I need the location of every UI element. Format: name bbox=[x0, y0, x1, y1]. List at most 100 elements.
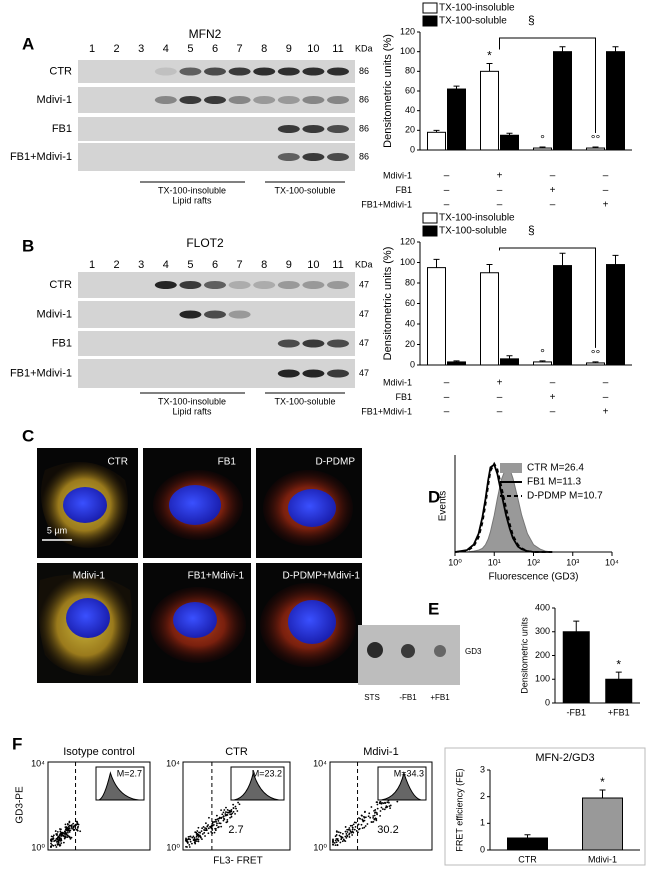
legend-swatch bbox=[422, 225, 438, 237]
panel-letter: A bbox=[22, 34, 34, 53]
scatter-dot bbox=[207, 824, 210, 826]
x-tick-label: Mdivi-1 bbox=[588, 854, 617, 864]
scatter-dot bbox=[373, 811, 376, 814]
scatter-dot bbox=[215, 820, 217, 823]
blot-band bbox=[327, 67, 349, 76]
scatter-dot bbox=[353, 821, 356, 824]
treatment-sign: – bbox=[444, 185, 450, 196]
scatter-dot bbox=[197, 826, 200, 829]
scatter-dot bbox=[383, 808, 386, 811]
panel-letter: F bbox=[12, 734, 22, 753]
blot-spot bbox=[367, 642, 383, 658]
scatter-dot bbox=[56, 840, 59, 843]
blot-band bbox=[327, 125, 349, 133]
axis-label: Fluorescence (GD3) bbox=[488, 572, 578, 583]
scatter-dot bbox=[55, 833, 58, 835]
scatter-dot bbox=[64, 826, 67, 829]
scatter-dot bbox=[204, 835, 206, 837]
annotation: § bbox=[528, 223, 535, 237]
quadrant-value: 30.2 bbox=[377, 824, 398, 836]
scatter-dot bbox=[52, 844, 55, 847]
scatter-title: Isotype control bbox=[63, 746, 135, 758]
scatter-dot bbox=[357, 823, 360, 826]
fraction-label: TX-100-insoluble bbox=[158, 185, 226, 195]
scatter-dot bbox=[65, 833, 68, 836]
scatter-dot bbox=[70, 826, 73, 829]
bar bbox=[553, 265, 572, 366]
blot-band bbox=[277, 67, 300, 76]
blot-band bbox=[302, 339, 325, 348]
bar bbox=[562, 631, 590, 704]
bar bbox=[447, 88, 466, 151]
scatter-tick: 10⁴ bbox=[31, 758, 45, 768]
inset-label: M=2.7 bbox=[117, 768, 142, 778]
scatter-dot bbox=[349, 830, 352, 833]
treatment-sign: – bbox=[444, 378, 450, 389]
scatter-dot bbox=[72, 826, 75, 829]
kda-label: 86 bbox=[359, 123, 369, 133]
scatter-dot bbox=[193, 839, 195, 842]
scatter-dot bbox=[334, 835, 337, 838]
scatter-dot bbox=[50, 845, 52, 848]
blot-band bbox=[327, 96, 349, 104]
scatter-dot bbox=[346, 835, 349, 838]
scatter-dot bbox=[376, 803, 379, 806]
scatter-dot bbox=[215, 814, 218, 817]
blot-band bbox=[228, 96, 251, 104]
blot-lane: -FB1 bbox=[399, 693, 417, 702]
chart-title: MFN-2/GD3 bbox=[535, 752, 594, 764]
nucleus bbox=[288, 600, 336, 644]
y-tick-label: 100 bbox=[400, 257, 415, 267]
error-bar bbox=[486, 62, 493, 72]
scatter-dot bbox=[193, 836, 196, 839]
scatter-dot bbox=[339, 835, 342, 838]
scatter-dot bbox=[348, 827, 351, 829]
blot-row-label: FB1+Mdivi-1 bbox=[10, 367, 72, 379]
scatter-dot bbox=[67, 825, 70, 828]
scatter-dot bbox=[363, 816, 366, 819]
blot-band bbox=[228, 67, 251, 76]
micro-label: Mdivi-1 bbox=[73, 571, 106, 582]
scatter-dot bbox=[76, 829, 79, 832]
bar bbox=[500, 134, 519, 151]
scatter-dot bbox=[187, 838, 190, 840]
blot-band bbox=[277, 281, 300, 289]
scatter-dot bbox=[192, 835, 195, 838]
scatter-dot bbox=[211, 827, 213, 830]
y-tick-label: 100 bbox=[400, 46, 415, 56]
scatter-dot bbox=[54, 844, 57, 847]
y-tick-label: 300 bbox=[535, 626, 550, 636]
error-bar bbox=[433, 129, 440, 133]
scatter-dot bbox=[60, 828, 62, 831]
scatter-dot bbox=[373, 814, 376, 817]
x-tick-label: CTR bbox=[518, 854, 537, 864]
y-tick-label: 200 bbox=[535, 650, 550, 660]
scatter-dot bbox=[389, 807, 392, 810]
legend-label: TX-100-insoluble bbox=[439, 213, 515, 224]
scatter-frame bbox=[47, 761, 151, 851]
scatter-dot bbox=[51, 843, 53, 846]
scatter-dot bbox=[71, 824, 73, 826]
significance-bracket bbox=[499, 37, 596, 134]
inset-histogram bbox=[380, 771, 422, 801]
scatter-dot bbox=[75, 820, 78, 823]
scatter-dot bbox=[368, 812, 371, 815]
scatter-dot bbox=[335, 837, 338, 840]
scatter-dot bbox=[234, 812, 236, 815]
lane-number: 11 bbox=[332, 259, 343, 271]
scatter-dot bbox=[369, 816, 372, 819]
treatment-sign: – bbox=[603, 392, 609, 403]
scatter-dot bbox=[351, 834, 354, 836]
scatter-dot bbox=[59, 830, 62, 833]
scatter-dot bbox=[195, 835, 198, 838]
micro-label: CTR bbox=[107, 457, 128, 468]
scatter-dot bbox=[358, 827, 361, 830]
quadrant-value: 2.7 bbox=[228, 824, 243, 836]
bar bbox=[586, 362, 605, 366]
bar bbox=[480, 272, 499, 366]
panel-letter: B bbox=[22, 236, 34, 255]
error-bar bbox=[524, 834, 531, 838]
scatter-dot bbox=[364, 816, 367, 819]
annotation: * bbox=[616, 657, 621, 671]
